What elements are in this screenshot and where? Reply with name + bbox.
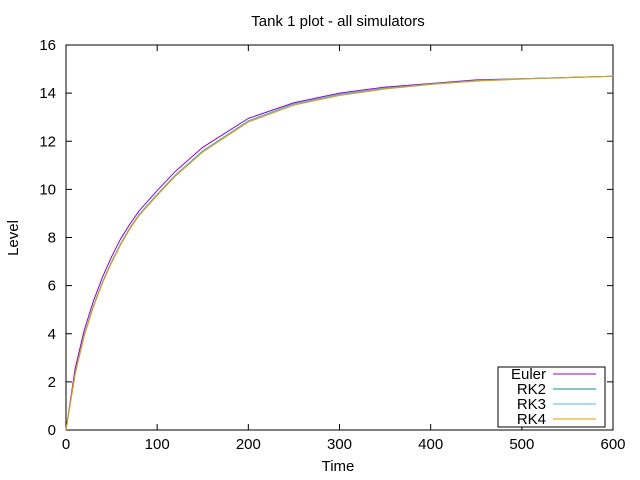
x-tick-label: 100 [145, 436, 170, 453]
y-tick-label: 16 [39, 37, 56, 54]
x-tick-label: 400 [418, 436, 443, 453]
series-line-rk4 [65, 75, 614, 431]
legend-label-rk3: RK3 [517, 396, 546, 413]
legend-label-rk4: RK4 [517, 411, 546, 428]
y-tick-label: 4 [48, 326, 56, 343]
x-tick-label: 600 [600, 436, 625, 453]
y-tick-label: 2 [48, 374, 56, 391]
y-axis-title: Level [5, 220, 22, 256]
x-tick-label: 500 [509, 436, 534, 453]
x-tick-label: 300 [327, 436, 352, 453]
y-tick-label: 6 [48, 278, 56, 295]
x-axis-title: Time [322, 458, 355, 475]
axis-tick-labels: 0 100 200 300 400 500 600 0 2 4 6 8 10 12 14 16 [39, 37, 625, 453]
y-tick-label: 10 [39, 181, 56, 198]
series-line-euler [65, 75, 614, 431]
x-tick-label: 200 [236, 436, 261, 453]
series-lines [65, 75, 614, 431]
y-tick-label: 12 [39, 133, 56, 150]
x-tick-label: 0 [62, 436, 70, 453]
legend-box [497, 366, 606, 428]
y-tick-label: 14 [39, 85, 56, 102]
legend-label-euler: Euler [511, 366, 546, 383]
y-tick-label: 0 [48, 422, 56, 439]
axis-ticks [65, 44, 614, 431]
chart-title: Tank 1 plot - all simulators [251, 13, 424, 30]
legend-label-rk2: RK2 [517, 381, 546, 398]
y-tick-label: 8 [48, 230, 56, 247]
